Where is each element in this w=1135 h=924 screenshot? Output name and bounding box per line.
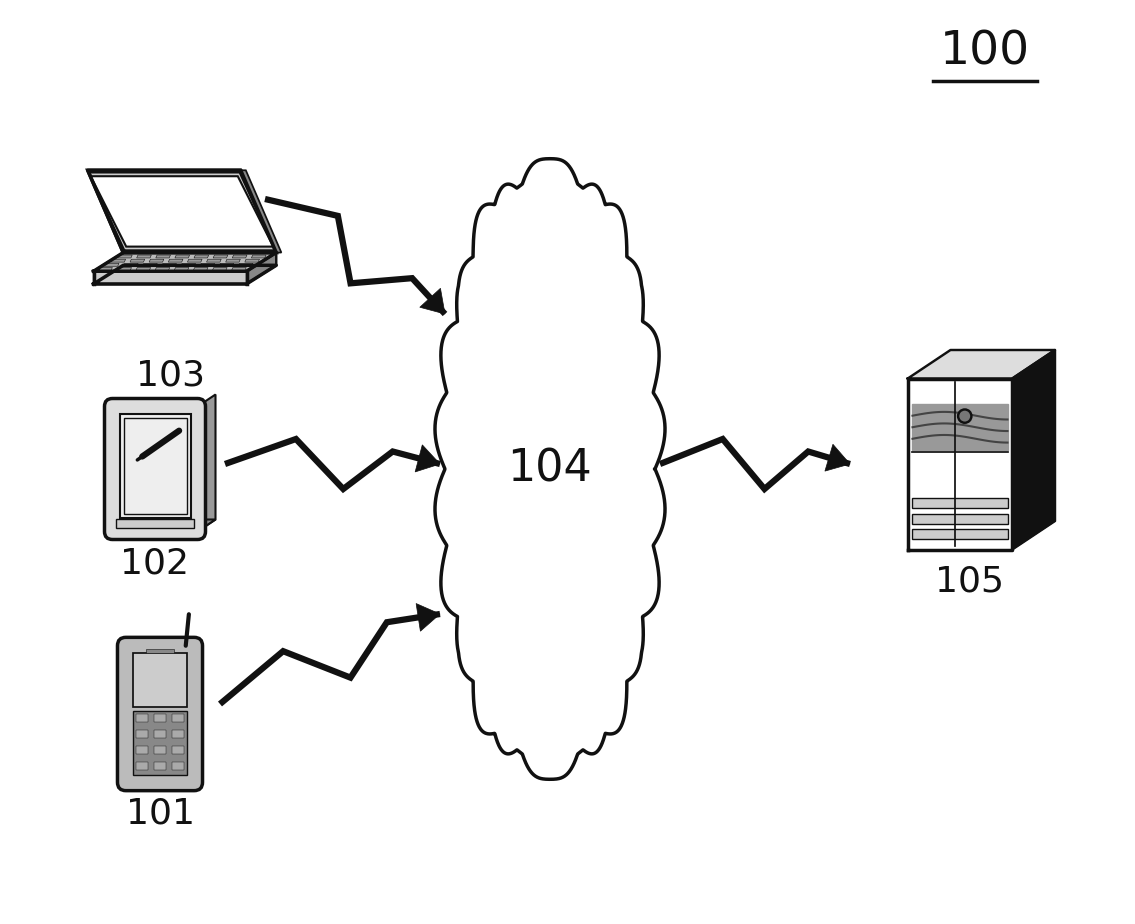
Polygon shape bbox=[212, 268, 227, 271]
Polygon shape bbox=[825, 444, 850, 471]
Polygon shape bbox=[118, 255, 132, 258]
Polygon shape bbox=[187, 260, 202, 262]
Polygon shape bbox=[1012, 350, 1056, 550]
Polygon shape bbox=[136, 268, 151, 271]
Polygon shape bbox=[143, 263, 158, 266]
Polygon shape bbox=[233, 255, 247, 258]
Bar bbox=[911, 514, 1009, 524]
Polygon shape bbox=[251, 255, 266, 258]
Polygon shape bbox=[93, 272, 246, 284]
Bar bbox=[153, 747, 166, 754]
Polygon shape bbox=[87, 170, 276, 252]
Bar bbox=[133, 653, 187, 707]
Bar bbox=[136, 747, 149, 754]
Polygon shape bbox=[246, 252, 276, 284]
Polygon shape bbox=[175, 255, 190, 258]
Polygon shape bbox=[908, 379, 1012, 550]
Polygon shape bbox=[124, 263, 138, 266]
Polygon shape bbox=[91, 176, 274, 247]
Bar bbox=[911, 498, 1009, 508]
Polygon shape bbox=[174, 268, 188, 271]
Polygon shape bbox=[435, 159, 665, 779]
Polygon shape bbox=[104, 263, 119, 266]
Polygon shape bbox=[161, 263, 176, 266]
Polygon shape bbox=[119, 414, 191, 517]
Bar bbox=[153, 714, 166, 723]
Polygon shape bbox=[136, 255, 151, 258]
Polygon shape bbox=[155, 255, 170, 258]
Polygon shape bbox=[415, 444, 440, 472]
Polygon shape bbox=[116, 519, 194, 528]
Polygon shape bbox=[420, 288, 445, 314]
Text: 101: 101 bbox=[126, 796, 194, 830]
Bar bbox=[153, 762, 166, 770]
Polygon shape bbox=[226, 260, 241, 262]
Polygon shape bbox=[219, 263, 234, 266]
Text: 104: 104 bbox=[507, 447, 592, 491]
Polygon shape bbox=[194, 255, 209, 258]
Polygon shape bbox=[238, 263, 253, 266]
FancyBboxPatch shape bbox=[104, 398, 205, 540]
Polygon shape bbox=[245, 260, 260, 262]
Polygon shape bbox=[117, 268, 132, 271]
Polygon shape bbox=[168, 260, 183, 262]
FancyBboxPatch shape bbox=[118, 638, 202, 791]
Text: 100: 100 bbox=[940, 29, 1031, 74]
Bar bbox=[136, 730, 149, 738]
Bar bbox=[133, 711, 187, 775]
Bar bbox=[171, 730, 184, 738]
Polygon shape bbox=[98, 268, 112, 271]
Polygon shape bbox=[131, 260, 145, 262]
Bar bbox=[171, 747, 184, 754]
Bar bbox=[146, 650, 174, 653]
Bar bbox=[153, 730, 166, 738]
Bar bbox=[136, 714, 149, 723]
Text: 103: 103 bbox=[135, 359, 204, 393]
Polygon shape bbox=[93, 252, 276, 272]
Text: 102: 102 bbox=[120, 547, 190, 581]
Polygon shape bbox=[911, 404, 1009, 450]
Bar bbox=[911, 529, 1009, 540]
Bar bbox=[171, 762, 184, 770]
Circle shape bbox=[958, 409, 972, 423]
Polygon shape bbox=[111, 260, 126, 262]
Bar bbox=[171, 714, 184, 723]
Polygon shape bbox=[149, 260, 163, 262]
Bar bbox=[136, 762, 149, 770]
Polygon shape bbox=[241, 170, 281, 252]
Polygon shape bbox=[112, 519, 216, 531]
Polygon shape bbox=[908, 350, 1056, 379]
Polygon shape bbox=[197, 395, 216, 531]
Polygon shape bbox=[417, 603, 440, 631]
Polygon shape bbox=[155, 268, 170, 271]
Text: 105: 105 bbox=[935, 564, 1004, 598]
Polygon shape bbox=[207, 260, 221, 262]
Polygon shape bbox=[200, 263, 215, 266]
Polygon shape bbox=[180, 263, 195, 266]
Polygon shape bbox=[213, 255, 228, 258]
Polygon shape bbox=[193, 268, 208, 271]
Polygon shape bbox=[232, 268, 246, 271]
